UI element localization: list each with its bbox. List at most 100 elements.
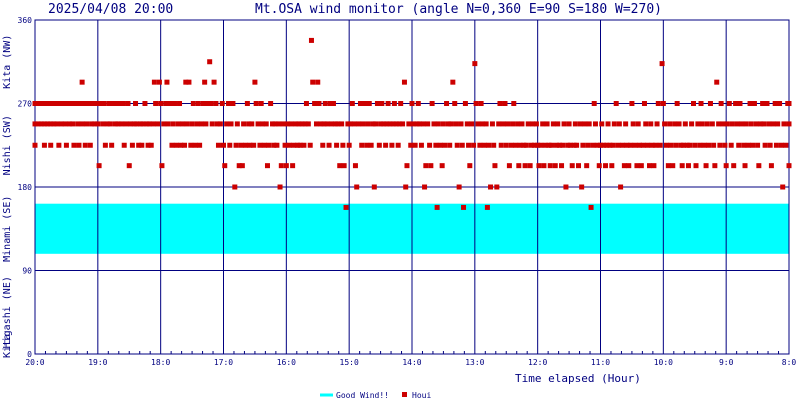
data-point bbox=[403, 184, 409, 190]
data-point bbox=[538, 142, 544, 148]
data-point bbox=[511, 101, 517, 106]
data-point bbox=[376, 142, 382, 148]
data-point bbox=[263, 121, 269, 127]
data-point bbox=[136, 142, 142, 148]
data-point bbox=[584, 163, 590, 169]
data-point bbox=[452, 101, 458, 106]
data-point bbox=[607, 142, 613, 148]
data-point bbox=[184, 121, 190, 127]
data-point bbox=[582, 121, 588, 127]
x-tick-label: 17:0 bbox=[214, 358, 233, 367]
data-point bbox=[226, 101, 232, 106]
data-point bbox=[249, 121, 255, 127]
data-point bbox=[208, 101, 214, 106]
data-point bbox=[500, 121, 506, 127]
data-point bbox=[155, 121, 161, 127]
data-point bbox=[373, 121, 379, 127]
data-point bbox=[651, 163, 657, 169]
data-point bbox=[117, 101, 123, 106]
data-point bbox=[213, 101, 219, 106]
data-point bbox=[89, 121, 95, 127]
data-point bbox=[616, 121, 622, 127]
data-point bbox=[186, 79, 192, 85]
data-point bbox=[131, 121, 137, 127]
data-point bbox=[780, 184, 786, 190]
data-point bbox=[643, 121, 649, 127]
data-point bbox=[233, 142, 239, 148]
data-point bbox=[161, 121, 167, 127]
data-point bbox=[274, 142, 280, 148]
data-point bbox=[698, 101, 704, 106]
data-point bbox=[320, 142, 326, 148]
legend-swatch-houi bbox=[402, 392, 407, 397]
data-point bbox=[481, 142, 487, 148]
data-point bbox=[431, 121, 437, 127]
data-point bbox=[50, 101, 56, 106]
data-point bbox=[109, 142, 115, 148]
data-point bbox=[278, 163, 284, 169]
data-point bbox=[569, 163, 575, 169]
data-point bbox=[536, 163, 542, 169]
data-point bbox=[638, 163, 644, 169]
data-point bbox=[682, 121, 688, 127]
data-point bbox=[173, 142, 179, 148]
data-point bbox=[76, 142, 82, 148]
data-point bbox=[148, 142, 154, 148]
data-point bbox=[709, 121, 715, 127]
data-point bbox=[343, 204, 349, 210]
data-point bbox=[685, 163, 691, 169]
y-tick-label: 90 bbox=[22, 267, 32, 276]
data-point bbox=[371, 184, 377, 190]
data-point bbox=[276, 121, 282, 127]
data-point bbox=[238, 142, 244, 148]
data-point bbox=[290, 163, 296, 169]
data-point bbox=[354, 184, 360, 190]
data-point bbox=[659, 61, 665, 67]
x-tick-label: 8:0 bbox=[782, 358, 797, 367]
data-point bbox=[442, 142, 448, 148]
data-point bbox=[527, 163, 533, 169]
y-tick-label: 270 bbox=[18, 100, 33, 109]
x-tick-label: 15:0 bbox=[340, 358, 359, 367]
data-point bbox=[67, 121, 73, 127]
data-point bbox=[96, 163, 102, 169]
data-point bbox=[406, 121, 412, 127]
data-point bbox=[580, 142, 586, 148]
data-point bbox=[585, 142, 591, 148]
data-point bbox=[783, 142, 789, 148]
data-point bbox=[341, 163, 347, 169]
data-point bbox=[366, 101, 372, 106]
data-point bbox=[454, 142, 460, 148]
data-point bbox=[389, 142, 395, 148]
data-point bbox=[786, 121, 792, 127]
data-point bbox=[701, 142, 707, 148]
data-point bbox=[327, 101, 333, 106]
data-point bbox=[510, 121, 516, 127]
data-point bbox=[546, 142, 552, 148]
data-point bbox=[417, 121, 423, 127]
data-point bbox=[775, 121, 781, 127]
data-point bbox=[577, 121, 583, 127]
data-point bbox=[533, 121, 539, 127]
data-point bbox=[576, 163, 582, 169]
data-point bbox=[271, 142, 277, 148]
data-point bbox=[251, 142, 257, 148]
data-point bbox=[557, 142, 563, 148]
data-point bbox=[772, 101, 778, 106]
data-point bbox=[486, 142, 492, 148]
data-point bbox=[101, 101, 107, 106]
data-point bbox=[707, 101, 713, 106]
data-point bbox=[337, 163, 343, 169]
data-point bbox=[32, 101, 38, 106]
data-point bbox=[170, 121, 176, 127]
timestamp: 2025/04/08 20:00 bbox=[48, 2, 173, 17]
data-point bbox=[555, 121, 561, 127]
data-point bbox=[599, 121, 605, 127]
data-point bbox=[615, 142, 621, 148]
data-point bbox=[190, 101, 196, 106]
data-point bbox=[215, 142, 221, 148]
data-point bbox=[478, 101, 484, 106]
data-point bbox=[567, 142, 573, 148]
data-point bbox=[302, 121, 308, 127]
data-point bbox=[404, 163, 410, 169]
